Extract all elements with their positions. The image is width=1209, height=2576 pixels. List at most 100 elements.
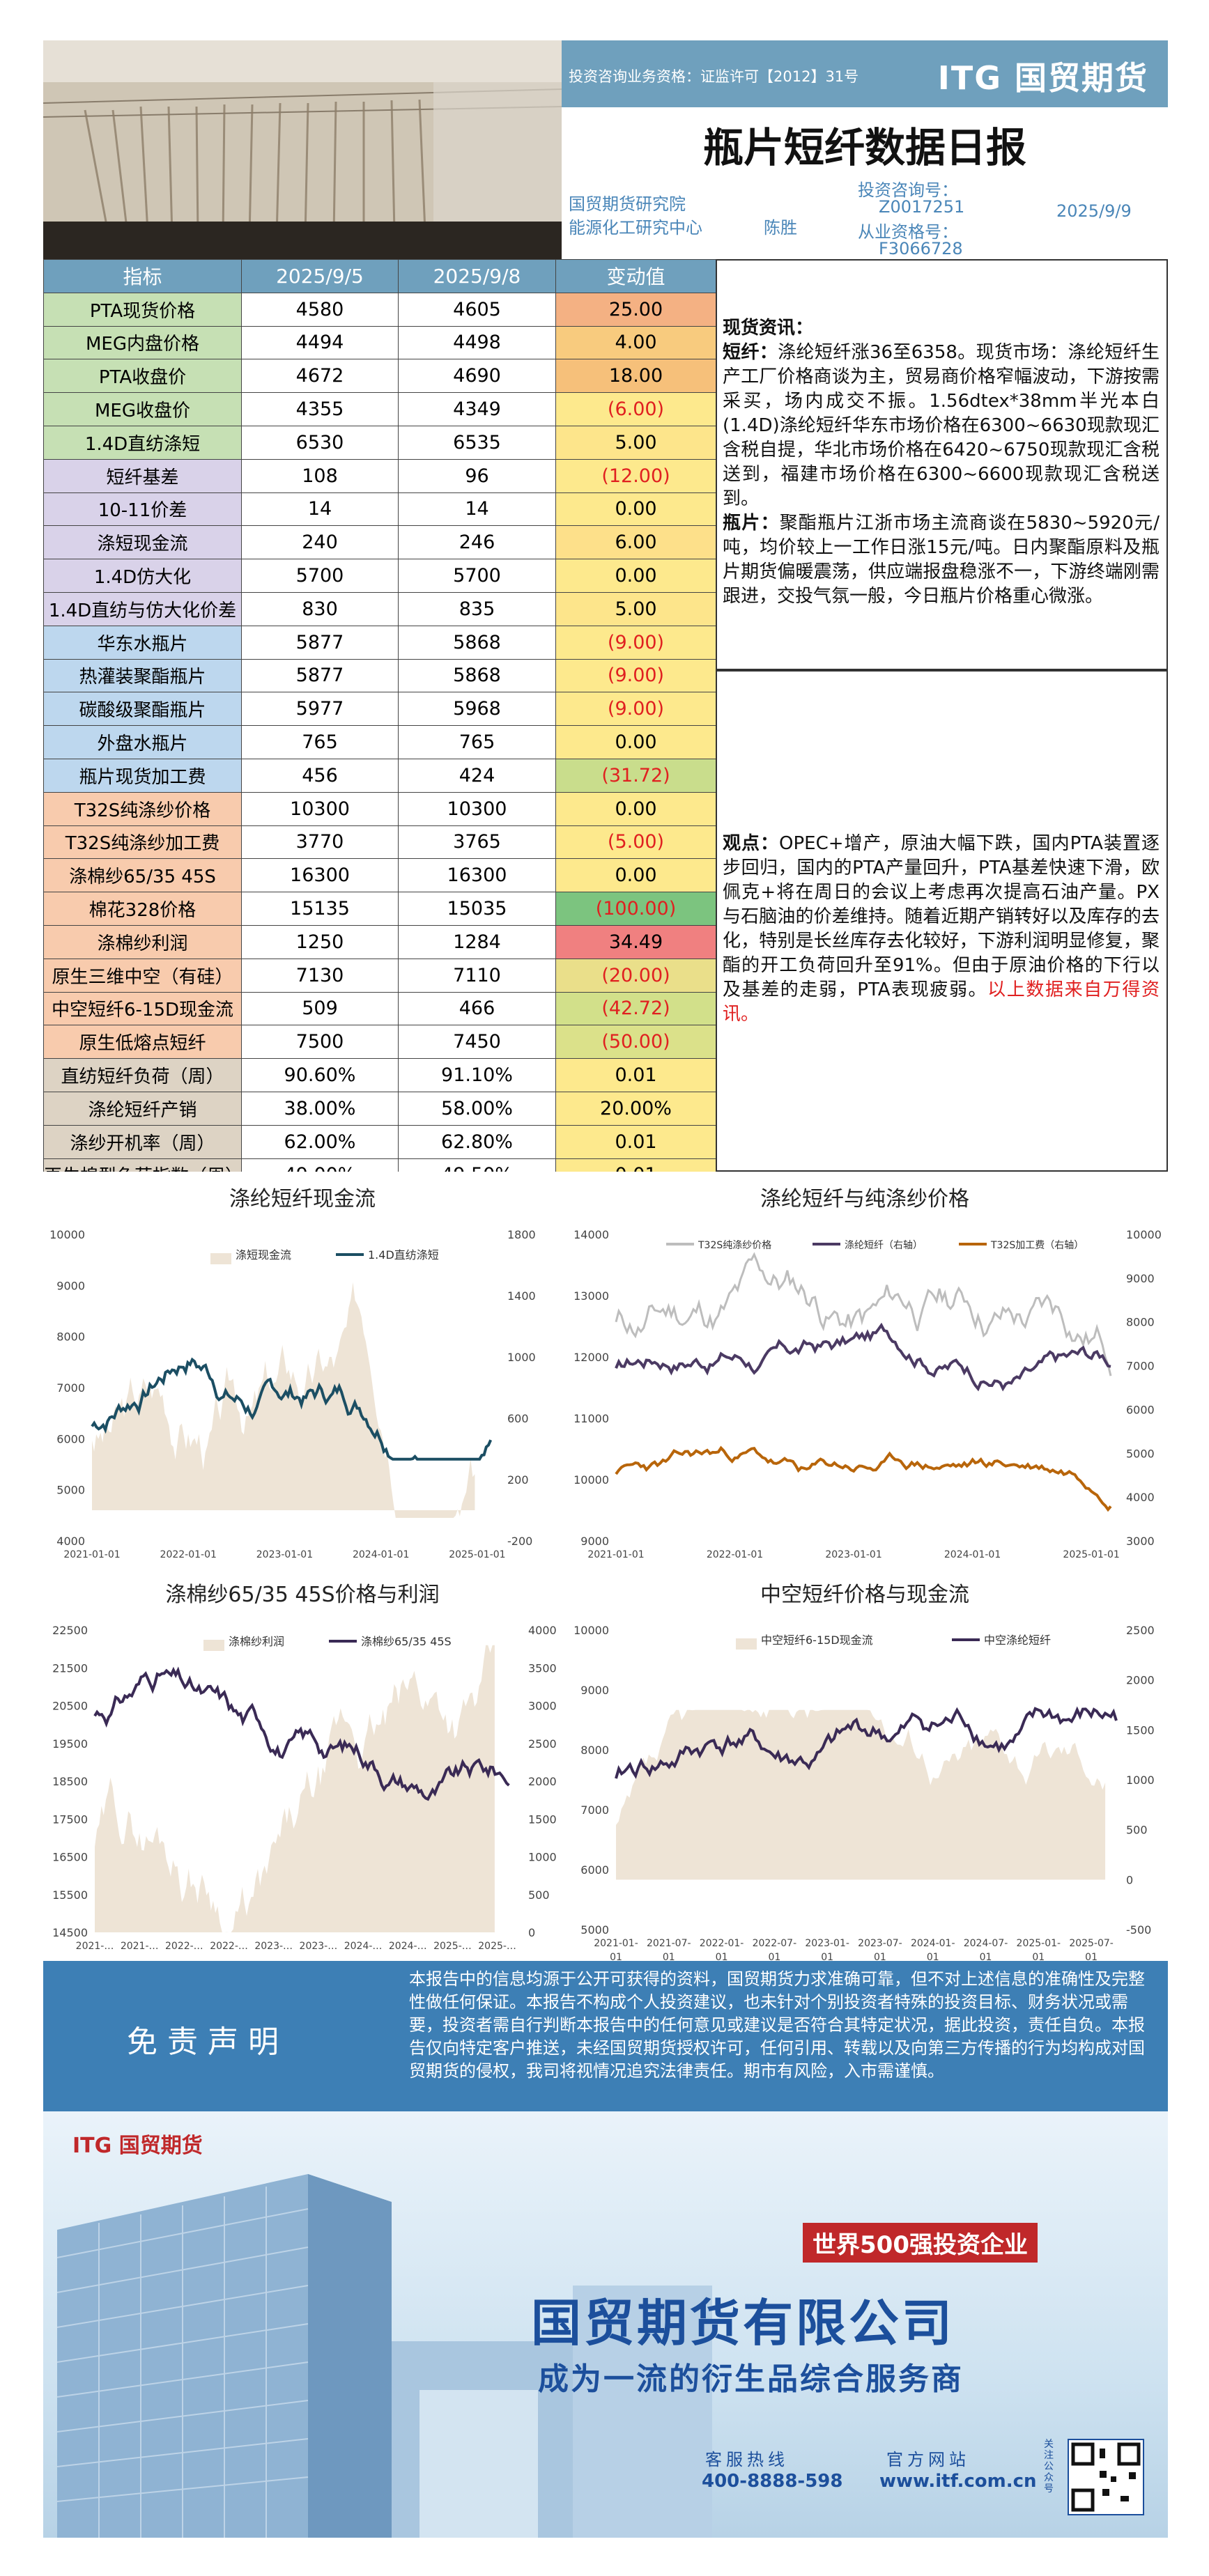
itg-logo: ITG 国贸期货 xyxy=(937,59,1148,97)
row-value-date2: 5700 xyxy=(398,559,556,593)
row-value-date1: 240 xyxy=(241,525,399,560)
bottle-text: 聚酯瓶片江浙市场主流商谈在5830~5920元/吨，均价较上一工作日涨15元/吨… xyxy=(723,513,1160,607)
chart-blend-yarn: 涤棉纱65/35 45S价格与利润 22500 21500 20500 19500 18… xyxy=(43,1567,562,1961)
chart-canvas: 1000090008000700060005000250020001500100… xyxy=(573,1624,1155,1961)
row-name: PTA现货价格 xyxy=(43,292,242,327)
right-axis-tick: 500 xyxy=(528,1888,550,1902)
row-value-date1: 5977 xyxy=(241,692,399,727)
left-axis-tick: 8000 xyxy=(580,1744,609,1757)
right-axis-tick: 3500 xyxy=(528,1661,557,1675)
right-axis-tick: 3000 xyxy=(528,1700,557,1713)
row-value-date2: 96 xyxy=(398,458,556,493)
fortune500-badge: 世界500强投资企业 xyxy=(803,2223,1038,2263)
row-name: PTA收盘价 xyxy=(43,359,242,394)
view-label: 观点： xyxy=(723,833,780,854)
banner-logo: ITG 国贸期货 xyxy=(72,2134,203,2158)
qr-code[interactable] xyxy=(1068,2439,1144,2515)
chart-title: 中空短纤价格与现金流 xyxy=(760,1583,969,1607)
legend-swatch xyxy=(736,1638,757,1650)
row-value-date1: 4494 xyxy=(241,325,399,360)
row-name: 中空短纤6-15D现金流 xyxy=(43,991,242,1026)
table-row: T32S纯涤纱价格 10300 10300 0.00 xyxy=(43,791,716,826)
hotline-number: 400-8888-598 xyxy=(702,2471,843,2492)
left-axis-tick: 9000 xyxy=(580,1684,609,1697)
right-axis-tick: 6000 xyxy=(1126,1403,1155,1416)
left-axis-tick: 20500 xyxy=(52,1700,88,1713)
table-row: 1.4D直纺与仿大化价差 830 835 5.00 xyxy=(43,591,716,626)
x-axis-tick: 2022-… xyxy=(165,1941,203,1952)
row-value-date2: 15035 xyxy=(398,892,556,926)
right-axis-tick: 600 xyxy=(507,1412,529,1425)
table-row: 华东水瓶片 5877 5868 (9.00) xyxy=(43,625,716,660)
legend-swatch xyxy=(666,1243,694,1246)
row-name: T32S纯涤纱价格 xyxy=(43,791,242,826)
row-name: 外盘水瓶片 xyxy=(43,725,242,759)
row-name: 原生低熔点短纤 xyxy=(43,1025,242,1060)
row-change: 34.49 xyxy=(555,924,716,959)
row-change: (9.00) xyxy=(555,692,716,727)
row-change: (5.00) xyxy=(555,825,716,860)
legend-swatch xyxy=(959,1243,987,1246)
row-name: MEG收盘价 xyxy=(43,392,242,426)
consult-label: 投资咨询号： xyxy=(858,180,958,200)
report-date: 2025/9/9 xyxy=(1056,201,1132,221)
center-name: 能源化工研究中心 xyxy=(569,218,702,238)
table-row: 棉花328价格 15135 15035 (100.00) xyxy=(43,892,716,926)
legend-label: T32S纯涤纱价格 xyxy=(698,1240,771,1251)
series-line xyxy=(615,1252,1112,1376)
right-axis-tick: 0 xyxy=(1126,1873,1133,1886)
row-name: 棉花328价格 xyxy=(43,892,242,926)
practice-label: 从业资格号： xyxy=(858,222,958,242)
row-change: (9.00) xyxy=(555,625,716,660)
row-value-date1: 5877 xyxy=(241,625,399,660)
left-axis-tick: 16500 xyxy=(52,1851,88,1864)
header-indicator: 指标 xyxy=(43,259,242,293)
x-axis-tick: 2021-… xyxy=(76,1941,114,1952)
table-row: 1.4D直纺涤短 6530 6535 5.00 xyxy=(43,425,716,460)
legend-swatch xyxy=(210,1253,231,1264)
x-axis-tick: 2022-07- xyxy=(753,1938,797,1949)
row-change: (9.00) xyxy=(555,658,716,693)
series-line xyxy=(615,1322,1111,1392)
row-change: 0.00 xyxy=(555,492,716,527)
row-value-date2: 7110 xyxy=(398,958,556,993)
right-axis-tick: 1000 xyxy=(507,1351,536,1364)
table-row: 外盘水瓶片 765 765 0.00 xyxy=(43,725,716,759)
chart-canvas: 22500 21500 20500 19500 18500 17500 16500 15500… xyxy=(52,1624,557,1952)
left-axis-tick: 7000 xyxy=(56,1381,85,1395)
left-axis-tick: 6000 xyxy=(580,1863,609,1877)
table-row: MEG内盘价格 4494 4498 4.00 xyxy=(43,325,716,360)
row-value-date1: 14 xyxy=(241,492,399,527)
right-axis-tick: 8000 xyxy=(1126,1316,1155,1329)
row-value-date2: 58.00% xyxy=(398,1091,556,1126)
series-area xyxy=(92,1282,475,1518)
right-axis-tick: 2000 xyxy=(528,1775,557,1788)
left-axis-tick: 6000 xyxy=(56,1432,85,1445)
right-axis-tick: 2500 xyxy=(528,1737,557,1751)
right-axis-tick: -200 xyxy=(507,1535,532,1548)
row-value-date1: 6530 xyxy=(241,425,399,460)
view-commentary: 观点：OPEC+增产，原油大幅下跌，国内PTA装置逐步回归，国内的PTA产量回升… xyxy=(716,670,1168,1172)
right-axis-tick: 1000 xyxy=(1126,1774,1155,1787)
x-axis-tick: 2025-01-01 xyxy=(1063,1549,1119,1560)
right-axis-tick: 500 xyxy=(1126,1824,1148,1837)
header-date2: 2025/9/8 xyxy=(398,259,556,293)
chart-staple-cashflow: 涤纶短纤现金流 10000 9000 8000 7000 6000 5000 4000 180… xyxy=(43,1172,562,1567)
right-axis-tick: 1400 xyxy=(507,1289,536,1303)
practice-number: F3066728 xyxy=(879,239,963,258)
data-source: 以上数据来自万得资讯。 xyxy=(723,979,1160,1025)
row-name: 涤纱开机率（周） xyxy=(43,1124,242,1159)
row-change: 0.00 xyxy=(555,791,716,826)
disclaimer-section: 免责声明 本报告中的信息均源于公开可获得的资料，国贸期货力求准确可靠，但不对上述… xyxy=(43,1961,1168,2111)
row-change: (12.00) xyxy=(555,458,716,493)
table-row: 涤纱开机率（周） 62.00% 62.80% 0.01 xyxy=(43,1124,716,1159)
x-axis-tick: 2023-01-01 xyxy=(256,1549,313,1560)
chart-hollow-fiber: 中空短纤价格与现金流 10000 9000 8000 7000 6000 5000 2500… xyxy=(562,1567,1168,1961)
left-axis-tick: 10000 xyxy=(49,1228,85,1241)
row-name: T32S纯涤纱加工费 xyxy=(43,825,242,860)
x-axis-tick: 2025-01- xyxy=(1017,1938,1061,1949)
series-line xyxy=(615,1706,1118,1779)
right-axis-tick: 200 xyxy=(507,1473,529,1487)
table-row: 中空短纤6-15D现金流 509 466 (42.72) xyxy=(43,991,716,1026)
row-change: (20.00) xyxy=(555,958,716,993)
